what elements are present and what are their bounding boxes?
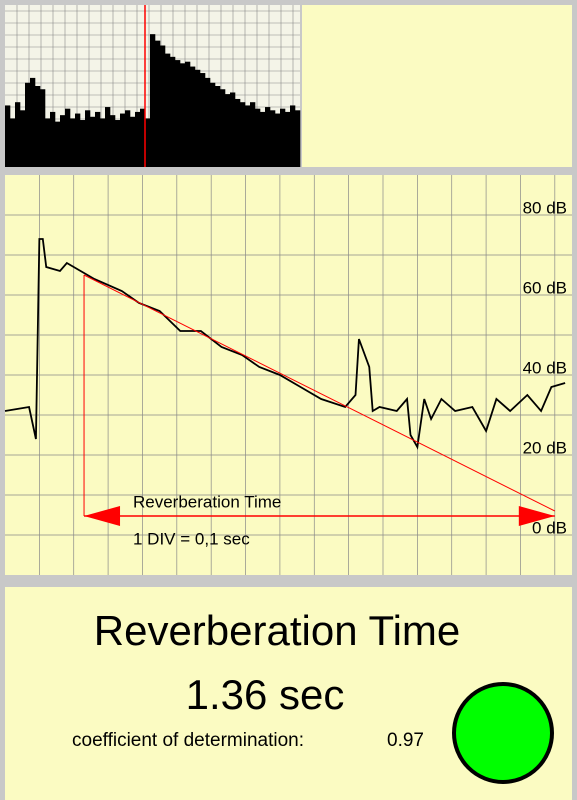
result-value: 1.36 sec	[186, 671, 345, 718]
overview-bar	[290, 105, 296, 167]
overview-bar	[25, 82, 31, 167]
overview-bar	[210, 82, 216, 167]
overview-bar	[215, 86, 221, 167]
annotation: Reverberation Time	[133, 492, 281, 511]
overview-bar	[95, 111, 101, 167]
overview-bar	[160, 45, 166, 167]
overview-bar	[20, 110, 26, 167]
overview-bar	[135, 111, 141, 167]
overview-bar	[100, 118, 106, 167]
overview-bar	[255, 108, 261, 167]
overview-bar	[70, 118, 76, 167]
overview-bar	[245, 105, 251, 167]
overview-bar	[55, 121, 61, 167]
overview-bar	[50, 111, 56, 167]
overview-bar	[130, 116, 136, 167]
overview-bar	[285, 111, 291, 167]
overview-bar	[250, 102, 256, 167]
overview-bar	[45, 118, 51, 167]
decay-chart: 80 dB 60 dB 40 dB 20 dB 0 dB Reverberation Ti…	[4, 175, 572, 575]
regression-line	[83, 274, 556, 512]
overview-bar	[275, 113, 281, 167]
y-tick-label: 20 dB	[523, 438, 567, 457]
overview-bar	[240, 102, 246, 167]
overview-bar	[35, 86, 41, 167]
status-indicator	[452, 682, 554, 784]
overview-bar	[185, 61, 191, 168]
overview-bar	[205, 77, 211, 167]
overview-bar	[175, 60, 181, 167]
overview-bar	[105, 107, 111, 167]
y-tick-label: 80 dB	[523, 198, 567, 217]
overview-bar	[125, 110, 131, 167]
overview-bar	[15, 102, 21, 167]
arrow-head	[518, 506, 555, 526]
overview-bar	[230, 92, 236, 167]
y-tick-label: 40 dB	[523, 358, 567, 377]
overview-bar	[110, 115, 116, 167]
overview-bar	[60, 115, 66, 167]
overview-bar	[295, 110, 301, 167]
overview-bar	[80, 120, 86, 167]
result-title: Reverberation Time	[94, 607, 461, 654]
overview-bar	[190, 66, 196, 167]
overview-bar	[165, 53, 171, 167]
overview-bar	[10, 118, 16, 167]
overview-bar	[155, 40, 161, 167]
overview-chart	[5, 5, 301, 168]
overview-bar	[235, 98, 241, 167]
overview-bar	[90, 116, 96, 167]
decay-curve	[4, 238, 566, 450]
overview-bar	[180, 63, 186, 167]
overview-bar	[280, 108, 286, 167]
overview-bar	[30, 77, 36, 167]
coef-label: coefficient of determination:	[72, 730, 304, 751]
overview-bar	[225, 94, 231, 167]
overview-bar	[220, 89, 226, 167]
overview-bar	[120, 113, 126, 167]
overview-bar	[65, 108, 71, 167]
overview-bar	[40, 89, 46, 167]
overview-bar	[85, 110, 91, 167]
annotation: 1 DIV = 0,1 sec	[133, 529, 250, 548]
overview-bar	[115, 120, 121, 167]
y-tick-label: 0 dB	[532, 518, 567, 537]
arrow-head	[84, 506, 121, 526]
coef-value: 0.97	[387, 730, 424, 751]
overview-bar	[145, 118, 151, 167]
overview-bar	[140, 108, 146, 167]
y-tick-label: 60 dB	[523, 278, 567, 297]
overview-bar	[200, 73, 206, 167]
overview-bar	[260, 111, 266, 167]
overview-bar	[270, 110, 276, 167]
overview-bar	[75, 113, 81, 167]
overview-blank	[302, 5, 572, 167]
overview-bar	[5, 105, 11, 167]
overview-bar	[150, 34, 156, 167]
overview-bar	[170, 56, 176, 168]
overview-bar	[195, 69, 201, 167]
overview-bar	[265, 107, 271, 167]
